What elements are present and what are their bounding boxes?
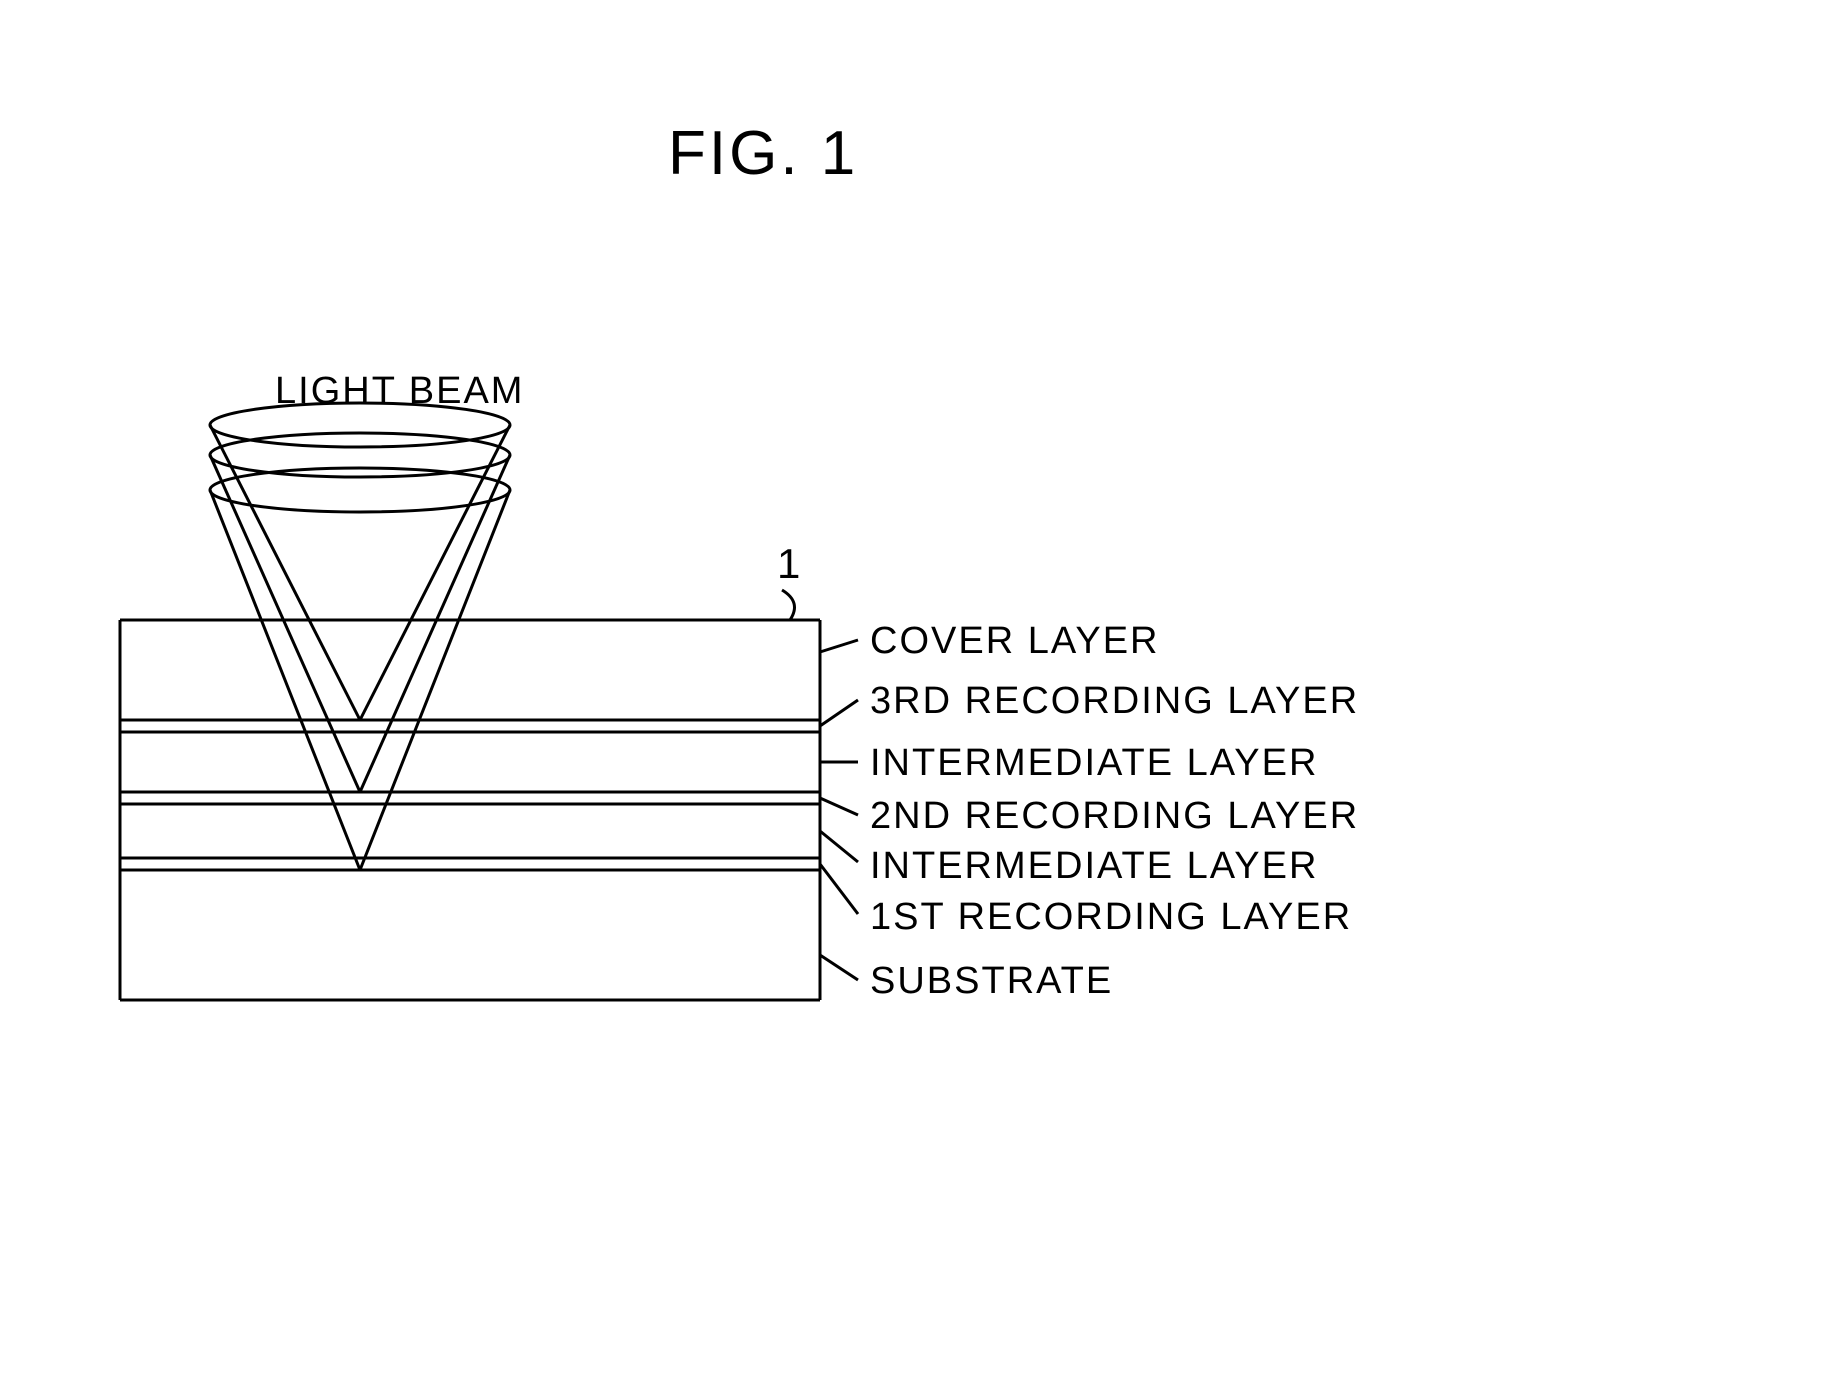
diagram-svg xyxy=(0,0,1826,1398)
